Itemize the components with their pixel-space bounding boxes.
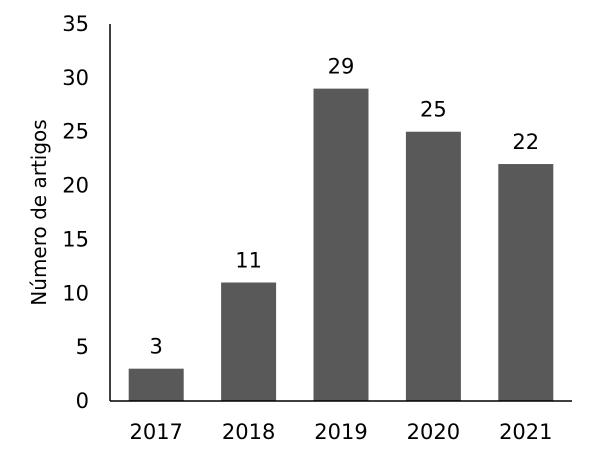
x-tick-label-2018: 2018 <box>222 420 275 444</box>
y-tick-label: 0 <box>76 389 89 413</box>
x-tick-label-2021: 2021 <box>499 420 552 444</box>
y-tick-label: 15 <box>62 227 89 251</box>
bar-2020 <box>405 131 461 401</box>
data-label-2017: 3 <box>150 335 163 359</box>
y-tick-label: 30 <box>62 66 89 90</box>
y-tick-label: 20 <box>62 174 89 198</box>
bar-2017 <box>128 368 184 401</box>
x-tick-label-2019: 2019 <box>314 420 367 444</box>
data-label-2020: 25 <box>420 98 447 122</box>
x-axis-ticks: 2017 2018 2019 2020 2021 <box>129 420 552 444</box>
bar-2019 <box>313 88 369 401</box>
x-tick-label-2017: 2017 <box>129 420 182 444</box>
data-label-2021: 22 <box>512 130 539 154</box>
bar-2021 <box>498 164 554 401</box>
y-tick-label: 25 <box>62 120 89 144</box>
y-axis-ticks: 0 5 10 15 20 25 30 35 <box>62 12 89 413</box>
y-tick-label: 5 <box>76 335 89 359</box>
y-axis-title: Número de artigos <box>27 119 51 305</box>
bars <box>128 88 554 401</box>
bar-2018 <box>221 282 277 401</box>
x-tick-label-2020: 2020 <box>407 420 460 444</box>
data-labels: 3 11 29 25 22 <box>150 55 540 359</box>
y-tick-label: 10 <box>62 281 89 305</box>
data-label-2018: 11 <box>235 249 262 273</box>
y-tick-label: 35 <box>62 12 89 36</box>
data-label-2019: 29 <box>328 55 355 79</box>
